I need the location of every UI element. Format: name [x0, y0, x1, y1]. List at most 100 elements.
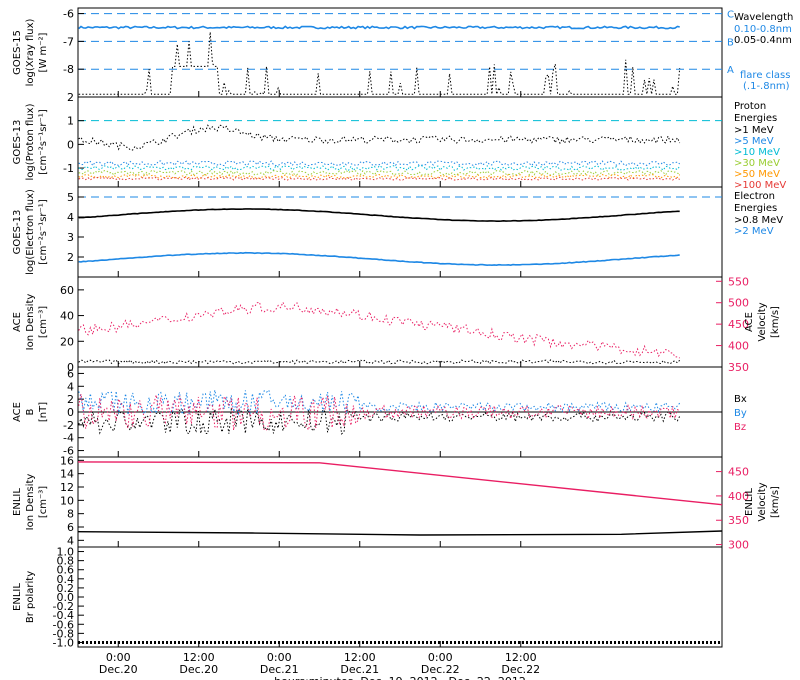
- y-tick-label: -7: [63, 35, 74, 48]
- x-tick-label-time: 12:00: [344, 651, 376, 664]
- series-5: [78, 176, 680, 181]
- y-tick-label: -1: [63, 162, 74, 175]
- legend-entry: >5 MeV: [734, 136, 774, 147]
- series-3: [78, 169, 680, 177]
- y2-tick-label: 450: [728, 318, 749, 331]
- series-trace: [78, 124, 681, 151]
- y-tick-label: 0: [67, 138, 74, 151]
- x-tick-label-time: 0:00: [267, 651, 292, 664]
- series-4: [78, 173, 681, 179]
- flare-class-label: C: [727, 10, 734, 21]
- y2-tick-label: 550: [728, 275, 749, 288]
- panel-frame: [77, 546, 723, 648]
- y-tick-label: 0.4: [57, 573, 75, 586]
- y-axis-label: ACE: [12, 402, 23, 422]
- y-tick-label: -0.2: [53, 600, 74, 613]
- legend-entry: Bz: [734, 422, 746, 433]
- y-tick-label: 8: [67, 508, 74, 521]
- x-tick-label-date: Dec.21: [260, 663, 299, 676]
- y-axis-label: ENLIL: [12, 488, 23, 516]
- y-tick-label: 16: [60, 454, 74, 467]
- legend-entry: 0.10-0.8nm: [734, 24, 792, 35]
- series-1: [78, 160, 681, 167]
- y-tick-label: -4: [63, 432, 74, 445]
- y-tick-label: -8: [63, 63, 74, 76]
- series-1: [78, 251, 680, 267]
- y-axis-label: Ion Density: [25, 294, 36, 351]
- y-tick-label: 2: [67, 251, 74, 264]
- y-tick-label: 0: [67, 361, 74, 374]
- y2-tick-label: 350: [728, 361, 749, 374]
- y-axis-label: log(Xray flux): [25, 19, 36, 87]
- y-axis-label: [W m⁻²]: [38, 32, 49, 72]
- x-tick-label-date: Dec.21: [340, 663, 379, 676]
- legend-entry: By: [734, 408, 747, 419]
- legend-entry: >30 MeV: [734, 158, 780, 169]
- flare-class-note: (.1-.8nm): [743, 81, 790, 92]
- legend-entry: >1 MeV: [734, 125, 774, 136]
- y2-axis-label: Velocity: [757, 482, 768, 521]
- series-2: [78, 394, 680, 431]
- legend-title: Wavelength: [734, 12, 793, 23]
- series-1: [78, 301, 680, 359]
- y-tick-label: -0.6: [53, 618, 74, 631]
- y-tick-label: 12: [60, 481, 74, 494]
- legend-entry: 0.05-0.4nm: [734, 35, 792, 46]
- y-tick-label: 2: [67, 393, 74, 406]
- panel-frame: [77, 96, 723, 188]
- x-tick-label-date: Dec.20: [99, 663, 138, 676]
- y-tick-label: -6: [63, 445, 74, 458]
- y2-tick-label: 300: [728, 539, 749, 552]
- panel-enlil-polarity: 1.00.80.60.40.20.0-0.2-0.4-0.6-0.8-1.0 EN…: [12, 546, 723, 649]
- y2-axis-label: [km/s]: [770, 486, 781, 518]
- y-tick-label: 6: [67, 521, 74, 534]
- x-tick-label-date: Dec.20: [179, 663, 218, 676]
- series-line: [77, 461, 723, 506]
- y-axis-label: Br polarity: [25, 571, 36, 623]
- legend-title: Proton: [734, 101, 766, 112]
- y-axis-label: log(Electron flux): [25, 189, 36, 275]
- y-tick-label: 0.0: [57, 591, 75, 604]
- legend-entry: >100 MeV: [734, 180, 786, 191]
- series-trace: [78, 359, 681, 365]
- flare-class-label: B: [727, 37, 734, 48]
- y-tick-label: 1.0: [57, 546, 75, 559]
- legend-entry: >50 MeV: [734, 169, 780, 180]
- panel-frame: [77, 186, 723, 278]
- legend-title: Electron: [734, 191, 775, 202]
- series-trace: [78, 176, 680, 181]
- y-tick-label: 60: [60, 284, 74, 297]
- y2-tick-label: 450: [728, 466, 749, 479]
- y-tick-label: 0.2: [57, 582, 75, 595]
- y-axis-label: GOES-13: [12, 210, 23, 255]
- panels: -6 -7 -8 GOES-15 log(Xray flux) [W m⁻²] Wavele…: [12, 7, 793, 649]
- y2-axis-label: ACE: [744, 312, 755, 332]
- y-tick-label: 20: [60, 335, 74, 348]
- series-trace: [78, 164, 681, 172]
- legend-entry: Bx: [734, 394, 747, 405]
- y-tick-label: 0.8: [57, 555, 75, 568]
- y-tick-label: 3: [67, 231, 74, 244]
- y-axis-label: [cm⁻³]: [38, 306, 49, 338]
- x-tick-label-time: 12:00: [183, 651, 215, 664]
- series-trace: [78, 301, 680, 359]
- x-tick-label-time: 12:00: [505, 651, 537, 664]
- series-0: [78, 359, 681, 365]
- flare-class-label: A: [727, 65, 734, 76]
- panel-goes-proton: 2 1 0 -1 GOES-13 log(Proton flux) [cm⁻²s⁻¹sr⁻¹…: [12, 91, 786, 191]
- flare-class-note: flare class: [740, 70, 790, 81]
- legend-entry: >0.8 MeV: [734, 215, 783, 226]
- x-tick-label-time: 0:00: [428, 651, 453, 664]
- y-axis-label: log(Proton flux): [25, 103, 36, 180]
- series-line: [77, 530, 723, 536]
- series-2: [78, 164, 681, 172]
- series-trace: [78, 173, 681, 179]
- y-tick-label: 6: [67, 367, 74, 380]
- x-axis: 0:00Dec.2012:00Dec.200:00Dec.2112:00Dec.…: [99, 651, 540, 680]
- y2-axis-label: ENLIL: [744, 488, 755, 516]
- y-axis-label: [cm⁻²s⁻¹sr⁻¹]: [38, 199, 49, 265]
- y2-axis-label: [km/s]: [770, 306, 781, 338]
- panel-goes-xray: -6 -7 -8 GOES-15 log(Xray flux) [W m⁻²] Wavele…: [12, 7, 793, 98]
